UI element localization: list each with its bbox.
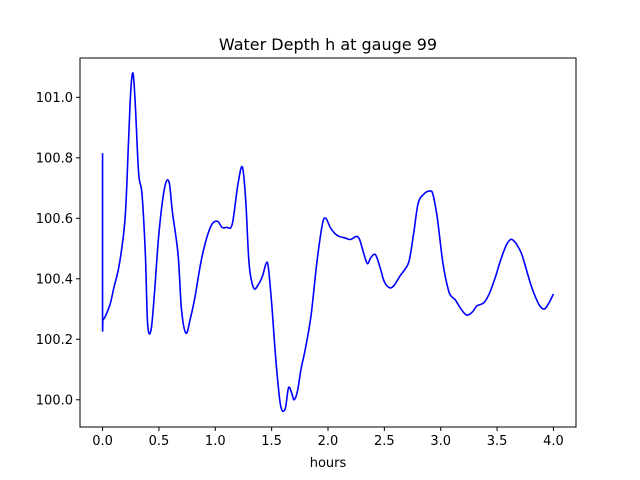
x-tick-label: 4.0 xyxy=(543,434,564,449)
x-axis-ticks: 0.0 0.5 1.0 1.5 2.0 2.5 3.0 3.5 4.0 xyxy=(92,427,564,449)
plot-frame xyxy=(79,57,577,428)
y-tick-label: 100.8 xyxy=(36,151,73,166)
x-tick-label: 3.0 xyxy=(430,434,451,449)
y-tick-label: 101.0 xyxy=(36,91,73,106)
x-tick-label: 0.5 xyxy=(149,434,170,449)
y-tick-label: 100.6 xyxy=(36,212,73,227)
y-tick-label: 100.4 xyxy=(36,272,73,287)
x-tick-label: 2.0 xyxy=(318,434,339,449)
plot-lines xyxy=(101,72,555,413)
x-tick-label: 1.0 xyxy=(205,434,226,449)
x-axis-label: hours xyxy=(310,456,347,471)
x-tick-label: 0.0 xyxy=(92,434,113,449)
x-tick-label: 1.5 xyxy=(261,434,282,449)
series-line xyxy=(101,72,555,413)
y-tick-label: 100.0 xyxy=(36,393,73,408)
x-tick-label: 3.5 xyxy=(487,434,508,449)
y-tick-label: 100.2 xyxy=(36,333,73,348)
x-tick-label: 2.5 xyxy=(374,434,395,449)
chart-title: Water Depth h at gauge 99 xyxy=(219,35,437,54)
y-axis-ticks: 100.0 100.2 100.4 100.6 100.8 101.0 xyxy=(36,91,80,408)
